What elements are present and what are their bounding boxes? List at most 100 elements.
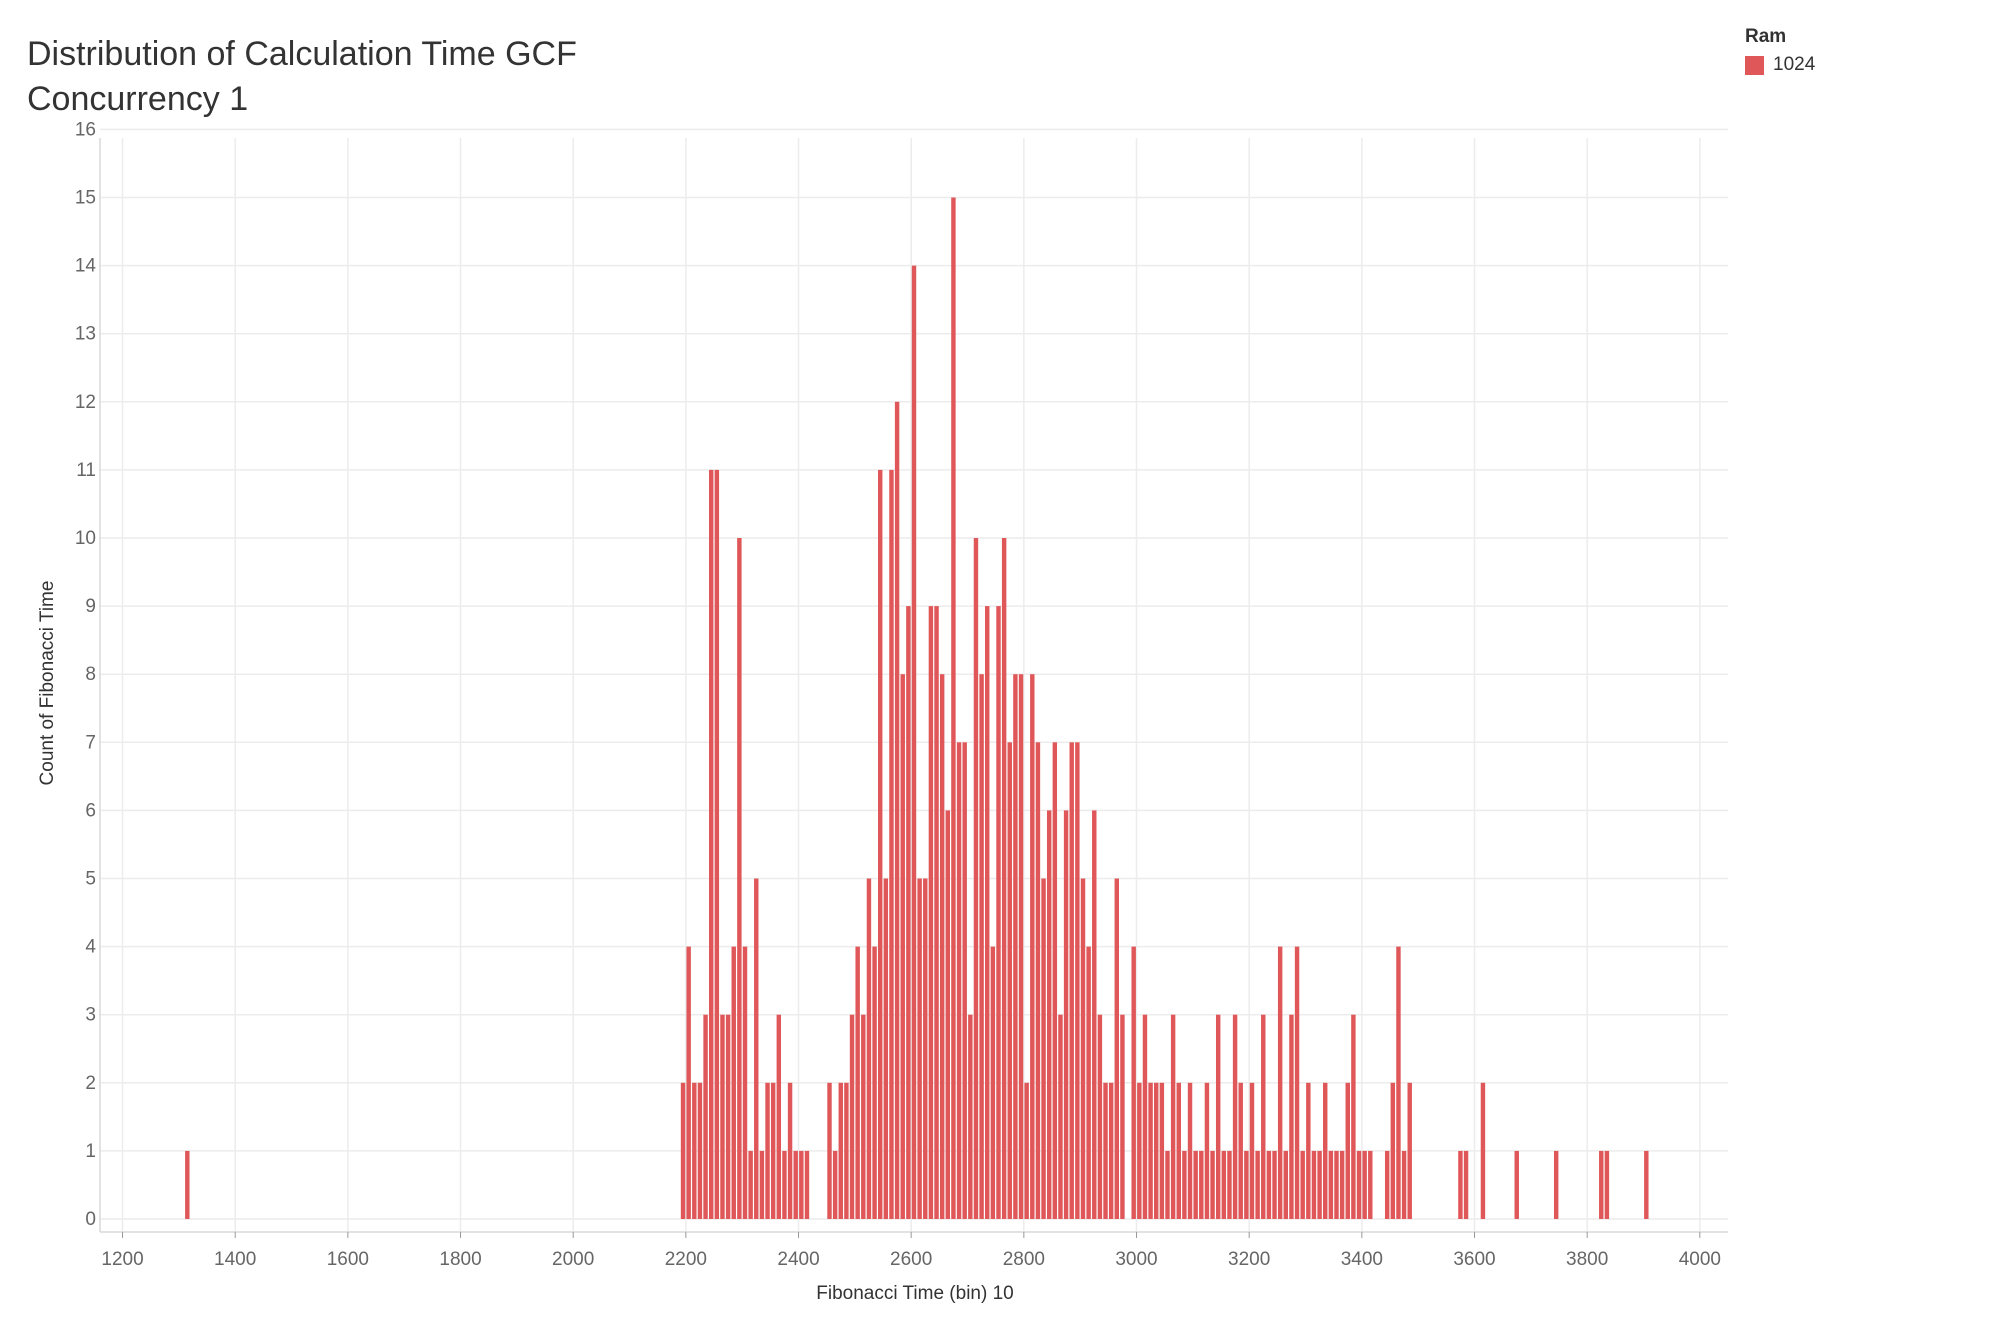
histogram-bar[interactable] — [928, 606, 934, 1219]
histogram-bar[interactable] — [889, 469, 894, 1219]
histogram-bar[interactable] — [1277, 946, 1283, 1219]
histogram-bar[interactable] — [1317, 1150, 1322, 1219]
histogram-bar[interactable] — [1227, 1150, 1232, 1219]
histogram-bar[interactable] — [776, 1014, 782, 1219]
histogram-bar[interactable] — [1120, 1014, 1125, 1219]
histogram-bar[interactable] — [714, 469, 720, 1219]
histogram-bar[interactable] — [861, 1014, 866, 1219]
histogram-bar[interactable] — [686, 946, 691, 1219]
histogram-bar[interactable] — [1294, 946, 1300, 1219]
histogram-bar[interactable] — [1300, 1150, 1305, 1219]
histogram-bar[interactable] — [1030, 674, 1035, 1219]
histogram-bar[interactable] — [990, 946, 996, 1219]
histogram-bar[interactable] — [720, 1014, 725, 1219]
histogram-bar[interactable] — [1362, 1150, 1367, 1219]
histogram-bar[interactable] — [956, 742, 962, 1219]
histogram-bar[interactable] — [1176, 1082, 1181, 1219]
histogram-bar[interactable] — [923, 878, 928, 1220]
histogram-bar[interactable] — [849, 1014, 855, 1219]
histogram-bar[interactable] — [1204, 1082, 1210, 1219]
histogram-bar[interactable] — [1328, 1150, 1334, 1219]
histogram-bar[interactable] — [737, 538, 742, 1219]
histogram-bar[interactable] — [754, 878, 759, 1220]
histogram-bar[interactable] — [906, 606, 911, 1219]
histogram-bar[interactable] — [1604, 1150, 1610, 1219]
histogram-bar[interactable] — [934, 606, 939, 1219]
histogram-bar[interactable] — [844, 1082, 849, 1219]
histogram-bar[interactable] — [1390, 1082, 1396, 1219]
histogram-bar[interactable] — [708, 469, 714, 1219]
histogram-bar[interactable] — [1311, 1150, 1317, 1219]
histogram-bar[interactable] — [1238, 1082, 1243, 1219]
histogram-bar[interactable] — [692, 1082, 697, 1219]
histogram-bar[interactable] — [1058, 1014, 1063, 1219]
histogram-bar[interactable] — [759, 1150, 765, 1219]
histogram-bar[interactable] — [697, 1082, 703, 1219]
histogram-bar[interactable] — [793, 1150, 798, 1219]
histogram-bar[interactable] — [1187, 1082, 1193, 1219]
histogram-bar[interactable] — [962, 742, 967, 1219]
histogram-bar[interactable] — [1035, 742, 1041, 1219]
histogram-bar[interactable] — [1199, 1150, 1204, 1219]
histogram-bar[interactable] — [1306, 1082, 1311, 1219]
histogram-bar[interactable] — [1266, 1150, 1272, 1219]
histogram-bar[interactable] — [1007, 742, 1012, 1219]
histogram-bar[interactable] — [1193, 1150, 1198, 1219]
histogram-bar[interactable] — [827, 1082, 832, 1219]
histogram-bar[interactable] — [1221, 1150, 1227, 1219]
histogram-bar[interactable] — [1514, 1150, 1519, 1219]
histogram-bar[interactable] — [1182, 1150, 1187, 1219]
histogram-bar[interactable] — [770, 1082, 776, 1219]
histogram-bar[interactable] — [1137, 1082, 1142, 1219]
histogram-bar[interactable] — [742, 946, 748, 1219]
histogram-bar[interactable] — [1075, 742, 1080, 1219]
histogram-bar[interactable] — [1480, 1082, 1486, 1219]
histogram-bar[interactable] — [1458, 1150, 1463, 1219]
histogram-bar[interactable] — [1052, 742, 1058, 1219]
histogram-bar[interactable] — [1351, 1014, 1356, 1219]
histogram-bar[interactable] — [855, 946, 860, 1219]
histogram-bar[interactable] — [787, 1082, 793, 1219]
histogram-bar[interactable] — [1407, 1082, 1412, 1219]
histogram-bar[interactable] — [725, 1014, 731, 1219]
histogram-bar[interactable] — [1553, 1150, 1559, 1219]
histogram-bar[interactable] — [1283, 1150, 1289, 1219]
histogram-bar[interactable] — [883, 878, 889, 1220]
histogram-bar[interactable] — [985, 606, 990, 1219]
histogram-bar[interactable] — [911, 265, 917, 1220]
histogram-bar[interactable] — [1339, 1150, 1345, 1219]
histogram-bar[interactable] — [900, 674, 905, 1219]
histogram-bar[interactable] — [1092, 810, 1097, 1219]
histogram-bar[interactable] — [1323, 1082, 1328, 1219]
histogram-bar[interactable] — [1142, 1014, 1148, 1219]
histogram-bar[interactable] — [1244, 1150, 1249, 1219]
histogram-bar[interactable] — [838, 1082, 843, 1219]
histogram-bar[interactable] — [1210, 1150, 1215, 1219]
histogram-bar[interactable] — [1356, 1150, 1362, 1219]
histogram-bar[interactable] — [1148, 1082, 1153, 1219]
histogram-bar[interactable] — [979, 674, 984, 1219]
histogram-bar[interactable] — [1103, 1082, 1108, 1219]
histogram-bar[interactable] — [1165, 1150, 1170, 1219]
histogram-bar[interactable] — [748, 1150, 753, 1219]
histogram-bar[interactable] — [877, 469, 883, 1219]
histogram-bar[interactable] — [1024, 1082, 1029, 1219]
histogram-bar[interactable] — [185, 1150, 190, 1219]
histogram-bar[interactable] — [1041, 878, 1046, 1220]
histogram-bar[interactable] — [1013, 674, 1018, 1219]
histogram-bar[interactable] — [1255, 1150, 1260, 1219]
histogram-bar[interactable] — [1108, 1082, 1114, 1219]
histogram-bar[interactable] — [1396, 946, 1401, 1219]
histogram-bar[interactable] — [1345, 1082, 1350, 1219]
histogram-bar[interactable] — [804, 1150, 810, 1219]
histogram-bar[interactable] — [1080, 878, 1086, 1220]
histogram-bar[interactable] — [1232, 1014, 1238, 1219]
histogram-bar[interactable] — [939, 674, 945, 1219]
histogram-bar[interactable] — [1018, 674, 1024, 1219]
histogram-bar[interactable] — [1063, 810, 1069, 1219]
histogram-bar[interactable] — [703, 1014, 708, 1219]
histogram-bar[interactable] — [782, 1150, 787, 1219]
histogram-bar[interactable] — [996, 606, 1001, 1219]
histogram-bar[interactable] — [1463, 1150, 1469, 1219]
histogram-bar[interactable] — [1261, 1014, 1266, 1219]
